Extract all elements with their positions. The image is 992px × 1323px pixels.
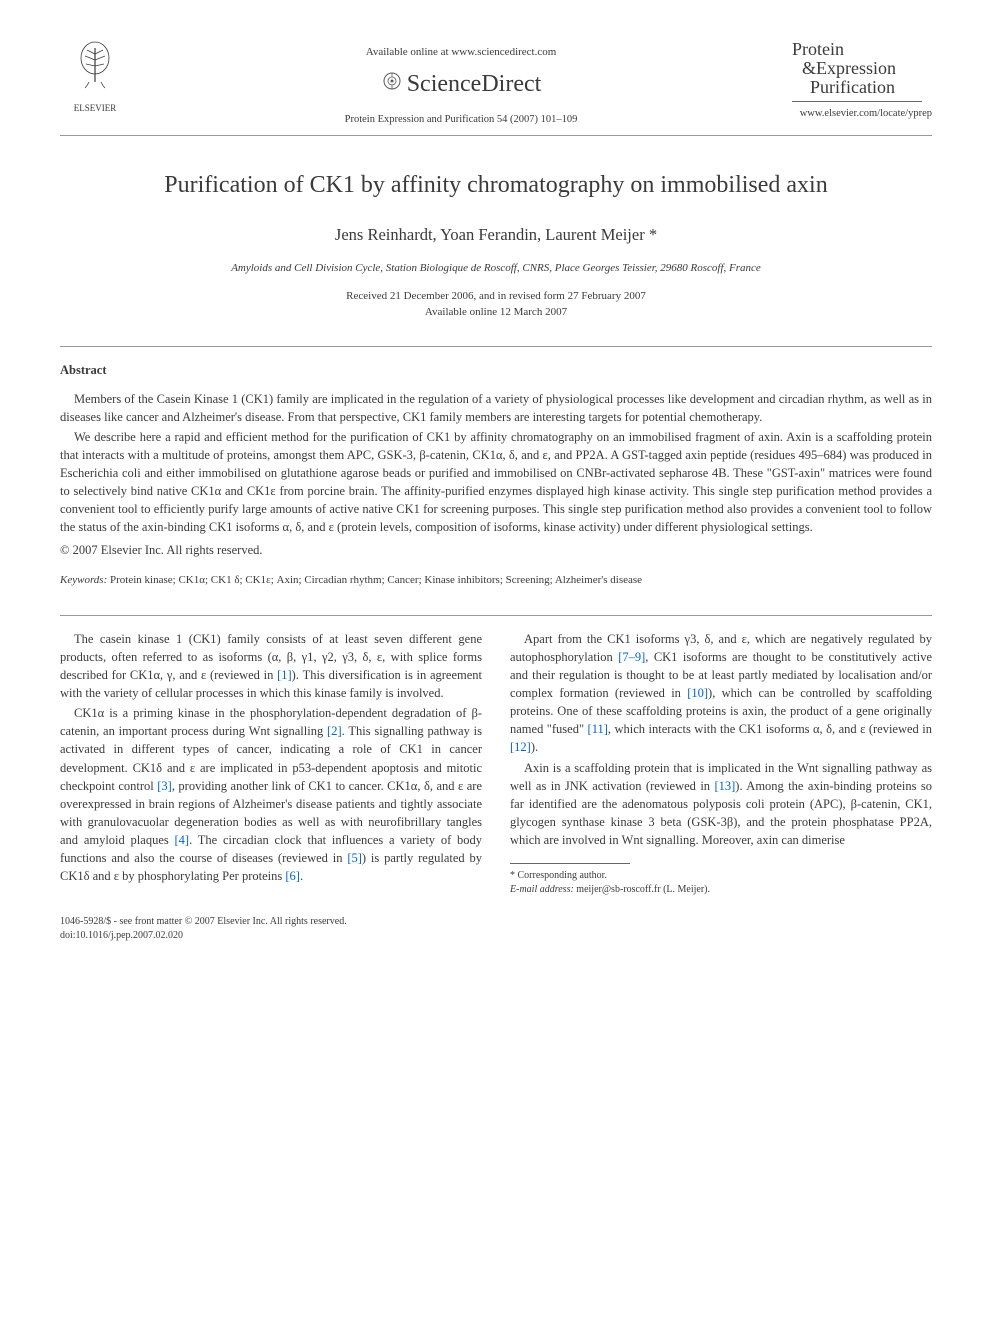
ref-link-4[interactable]: [4] bbox=[175, 833, 190, 847]
page-header: ELSEVIER Available online at www.science… bbox=[60, 40, 932, 127]
locate-url: www.elsevier.com/locate/yprep bbox=[792, 106, 932, 121]
journal-title-amp: & bbox=[802, 58, 816, 78]
authors-line: Jens Reinhardt, Yoan Ferandin, Laurent M… bbox=[60, 223, 932, 247]
body-columns: The casein kinase 1 (CK1) family consist… bbox=[60, 630, 932, 898]
sciencedirect-text: ScienceDirect bbox=[407, 67, 542, 102]
center-branding: Available online at www.sciencedirect.co… bbox=[130, 40, 792, 127]
paper-title: Purification of CK1 by affinity chromato… bbox=[60, 168, 932, 203]
email-footnote: E-mail address: meijer@sb-roscoff.fr (L.… bbox=[510, 883, 932, 897]
journal-logo: Protein &Expression Purification www.els… bbox=[792, 40, 932, 121]
keywords-label: Keywords: bbox=[60, 574, 107, 586]
journal-title-line-1: Protein bbox=[792, 40, 932, 59]
elsevier-tree-icon bbox=[60, 40, 130, 102]
abstract-heading: Abstract bbox=[60, 361, 932, 379]
bottom-metadata: 1046-5928/$ - see front matter © 2007 El… bbox=[60, 915, 932, 943]
journal-citation: Protein Expression and Purification 54 (… bbox=[130, 112, 792, 127]
ref-link-2[interactable]: [2] bbox=[327, 724, 342, 738]
body-top-divider bbox=[60, 615, 932, 616]
available-online-date: Available online 12 March 2007 bbox=[60, 305, 932, 321]
keywords-line: Keywords: Protein kinase; CK1α; CK1 δ; C… bbox=[60, 573, 932, 589]
ref-link-11[interactable]: [11] bbox=[588, 722, 608, 736]
doi-line: doi:10.1016/j.pep.2007.02.020 bbox=[60, 929, 932, 943]
abstract-paragraph-2: We describe here a rapid and efficient m… bbox=[60, 428, 932, 537]
publication-dates: Received 21 December 2006, and in revise… bbox=[60, 289, 932, 321]
ref-link-10[interactable]: [10] bbox=[687, 686, 708, 700]
body-para-3: Apart from the CK1 isoforms γ3, δ, and ε… bbox=[510, 630, 932, 757]
ref-link-5[interactable]: [5] bbox=[347, 851, 362, 865]
publisher-name: ELSEVIER bbox=[60, 102, 130, 115]
abstract-top-divider bbox=[60, 346, 932, 347]
journal-title-line-3: Purification bbox=[810, 77, 895, 97]
email-label: E-mail address: bbox=[510, 884, 574, 895]
sciencedirect-icon bbox=[381, 70, 403, 99]
ref-link-6[interactable]: [6] bbox=[285, 869, 300, 883]
body-para-1: The casein kinase 1 (CK1) family consist… bbox=[60, 630, 482, 703]
ref-link-13[interactable]: [13] bbox=[714, 779, 735, 793]
ref-link-12[interactable]: [12] bbox=[510, 740, 531, 754]
body-para-4: Axin is a scaffolding protein that is im… bbox=[510, 759, 932, 850]
ref-link-7-9[interactable]: [7–9] bbox=[618, 650, 645, 664]
ref-link-1[interactable]: [1] bbox=[277, 668, 292, 682]
received-date: Received 21 December 2006, and in revise… bbox=[60, 289, 932, 305]
corresponding-author-footnote: * Corresponding author. bbox=[510, 869, 932, 883]
abstract-paragraph-1: Members of the Casein Kinase 1 (CK1) fam… bbox=[60, 390, 932, 426]
header-divider bbox=[60, 135, 932, 136]
journal-title-line-2: Expression bbox=[816, 58, 896, 78]
available-online-text: Available online at www.sciencedirect.co… bbox=[130, 45, 792, 61]
sciencedirect-brand: ScienceDirect bbox=[381, 67, 542, 102]
issn-copyright-line: 1046-5928/$ - see front matter © 2007 El… bbox=[60, 915, 932, 929]
keywords-text: Protein kinase; CK1α; CK1 δ; CK1ε; Axin;… bbox=[107, 574, 642, 586]
footnote-separator bbox=[510, 863, 630, 864]
body-para-2: CK1α is a priming kinase in the phosphor… bbox=[60, 704, 482, 885]
email-address: meijer@sb-roscoff.fr (L. Meijer). bbox=[574, 884, 710, 895]
abstract-copyright: © 2007 Elsevier Inc. All rights reserved… bbox=[60, 541, 932, 559]
affiliation: Amyloids and Cell Division Cycle, Statio… bbox=[60, 261, 932, 277]
publisher-logo: ELSEVIER bbox=[60, 40, 130, 115]
ref-link-3[interactable]: [3] bbox=[157, 779, 172, 793]
